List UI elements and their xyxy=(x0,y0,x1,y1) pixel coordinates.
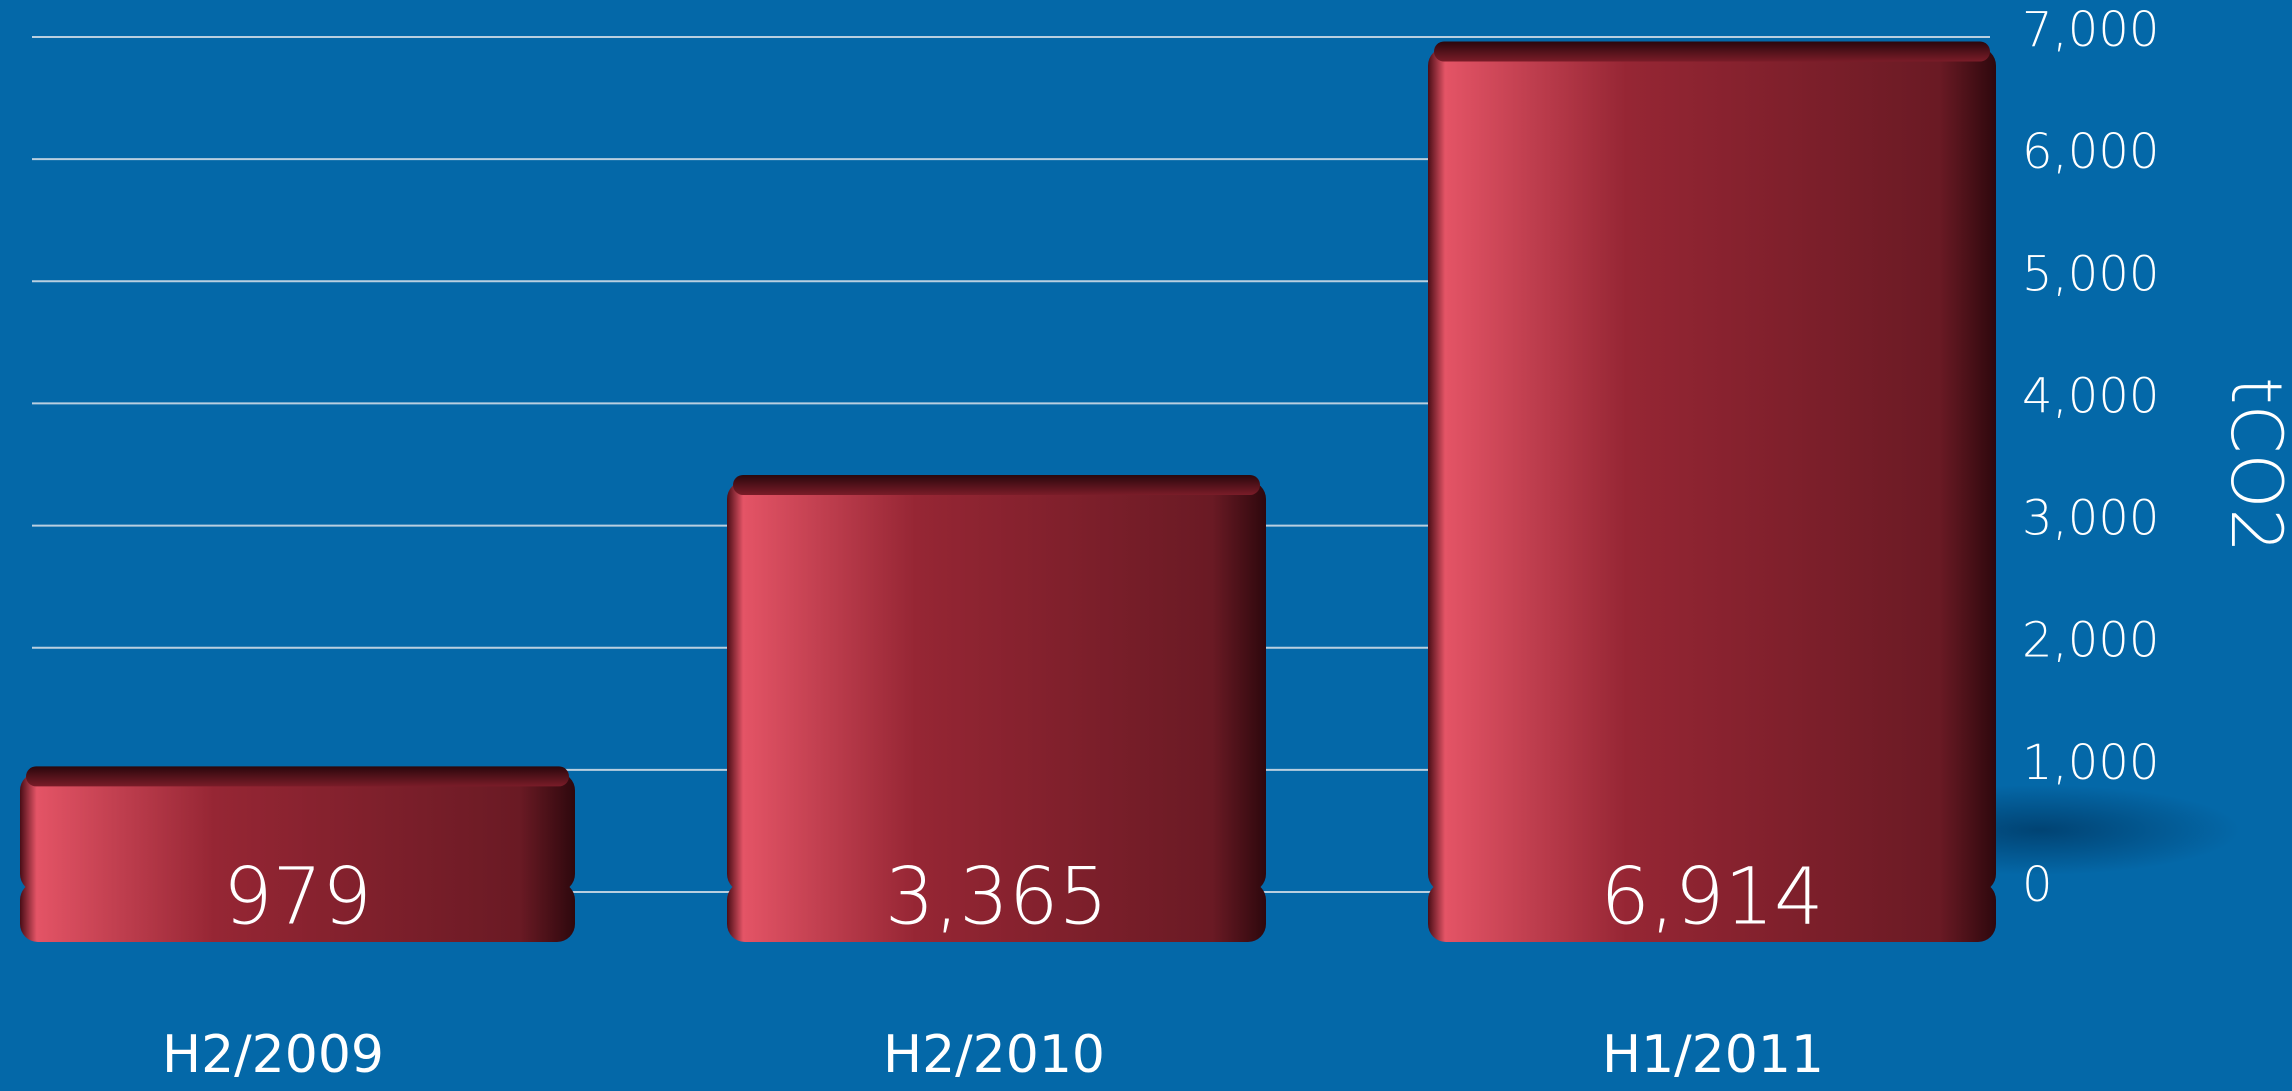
x-tick-label: H1/2011 xyxy=(1602,1025,1824,1085)
y-axis-label: tCO2 xyxy=(2215,377,2292,553)
bar xyxy=(1428,47,1996,893)
y-tick-label: 4,000 xyxy=(2022,368,2159,424)
y-tick-label: 0 xyxy=(2022,857,2053,913)
value-label: 3,365 xyxy=(885,853,1108,943)
bar-top xyxy=(26,766,569,787)
bar-top xyxy=(733,474,1260,495)
bar-top xyxy=(1434,41,1990,62)
bar-base xyxy=(20,882,575,942)
y-tick-label: 6,000 xyxy=(2022,124,2159,180)
y-tick-label: 3,000 xyxy=(2022,491,2159,547)
value-label: 6,914 xyxy=(1600,853,1823,943)
bar xyxy=(727,480,1266,892)
bar-base xyxy=(727,882,1266,942)
y-tick-label: 5,000 xyxy=(2022,246,2159,302)
x-tick-label: H2/2009 xyxy=(162,1025,384,1085)
bar xyxy=(20,772,575,892)
bar-base xyxy=(1428,882,1996,942)
y-tick-label: 7,000 xyxy=(2022,2,2159,58)
x-tick-label: H2/2010 xyxy=(883,1025,1105,1085)
value-label: 979 xyxy=(223,853,372,943)
y-tick-label: 2,000 xyxy=(2022,613,2159,669)
y-tick-label: 1,000 xyxy=(2022,735,2159,791)
